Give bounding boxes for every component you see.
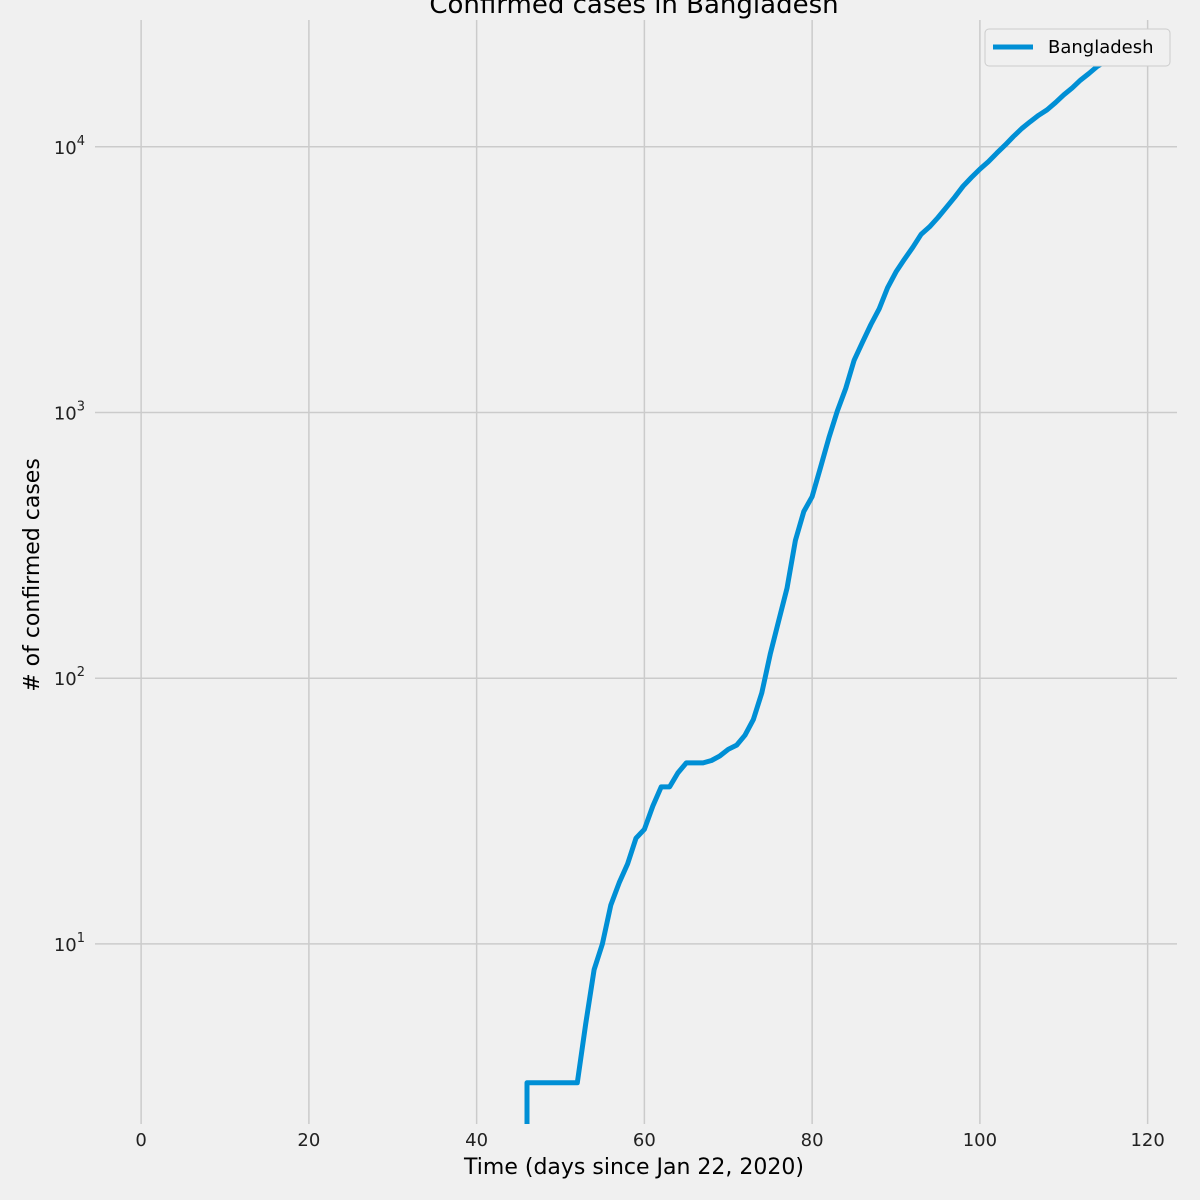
x-tick-label: 80 [801,1130,824,1151]
series-layer [524,38,1133,1124]
legend-label: Bangladesh [1048,37,1154,58]
x-tick-label: 60 [633,1130,656,1151]
y-tick-label: 103 [54,399,85,424]
x-tick-label: 40 [465,1130,488,1151]
series-line-bangladesh [524,38,1133,1124]
y-axis-label: # of confirmed cases [20,458,45,692]
x-axis-label: Time (days since Jan 22, 2020) [463,1155,804,1180]
x-tick-label: 100 [963,1130,997,1151]
y-tick-label: 101 [54,931,85,956]
legend-box [984,28,1171,67]
x-tick-label: 0 [135,1130,146,1151]
grid-layer [95,20,1177,1124]
x-tick-label: 120 [1130,1130,1164,1151]
y-tick-label: 104 [54,134,85,159]
x-tick-label: 20 [297,1130,320,1151]
legend: Bangladesh [984,28,1171,67]
tick-layer: 0 20 40 60 80 100 120 101 102 103 104 [54,134,1165,1151]
chart-title: Confirmed cases in Bangladesh [429,0,838,20]
y-tick-label: 102 [54,665,85,690]
